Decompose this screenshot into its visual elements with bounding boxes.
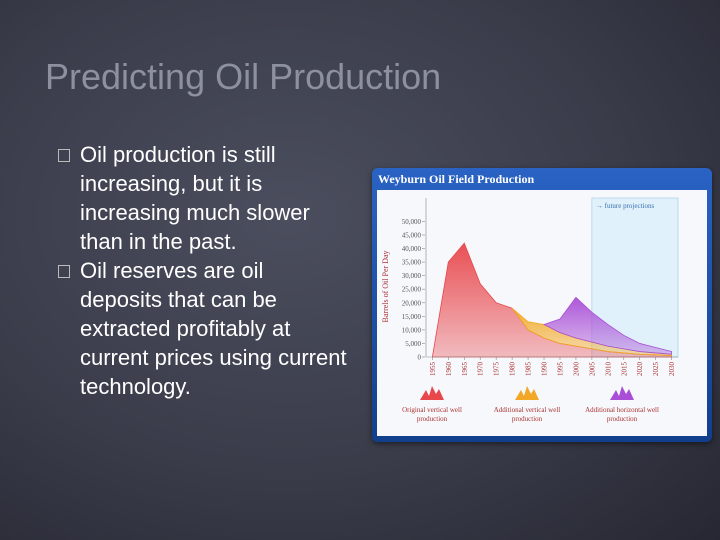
y-tick-label: 35,000 [402, 259, 422, 267]
bullet: Oil reserves are oil deposits that can b… [58, 256, 350, 401]
y-tick-label: 5,000 [405, 340, 421, 348]
y-axis-label: Barrels of Oil Per Day [381, 251, 390, 323]
y-tick-label: 10,000 [402, 326, 422, 334]
x-tick-label: 1960 [445, 362, 453, 377]
y-tick-label: 0 [418, 354, 422, 362]
chart-title: Weyburn Oil Field Production [378, 172, 535, 186]
x-tick-label: 1965 [461, 362, 469, 377]
slide-title: Predicting Oil Production [45, 56, 442, 97]
chart-panel: Weyburn Oil Field Production → future pr… [372, 168, 712, 442]
bullet: Oil production is still increasing, but … [58, 140, 350, 256]
y-tick-label: 15,000 [402, 313, 422, 321]
x-tick-label: 1970 [477, 362, 485, 377]
y-tick-label: 30,000 [402, 272, 422, 280]
x-tick-label: 2025 [652, 362, 660, 377]
legend-label: Original vertical well production [402, 406, 462, 423]
bullet-list: Oil production is still increasing, but … [58, 140, 358, 401]
legend-label: Additional horizontal well production [585, 406, 659, 423]
x-tick-label: 2005 [588, 362, 596, 377]
y-tick-label: 50,000 [402, 218, 422, 226]
x-tick-label: 1990 [541, 362, 549, 377]
legend-icon [420, 386, 444, 400]
x-tick-label: 1980 [509, 362, 517, 377]
x-tick-label: 2000 [572, 362, 580, 377]
legend-icon [515, 386, 539, 400]
x-tick-label: 2015 [620, 362, 628, 377]
annotation: → future projections [596, 202, 655, 210]
y-tick-label: 20,000 [402, 299, 422, 307]
x-tick-label: 2020 [636, 362, 644, 377]
chart: → future projections 0 5,000 10,000 15,000 20… [377, 190, 707, 436]
x-tick-label: 1975 [493, 362, 501, 377]
x-tick-label: 2030 [668, 362, 676, 377]
y-tick-label: 25,000 [402, 286, 422, 294]
area [542, 296, 673, 355]
x-tick-label: 1955 [429, 362, 437, 377]
legend-label: Additional vertical well production [493, 406, 561, 423]
legend-icon [610, 386, 634, 400]
x-tick-label: 1995 [556, 362, 564, 377]
y-tick-label: 40,000 [402, 245, 422, 253]
x-tick-label: 1985 [525, 362, 533, 377]
x-tick-label: 2010 [604, 362, 612, 377]
y-tick-label: 45,000 [402, 231, 422, 239]
